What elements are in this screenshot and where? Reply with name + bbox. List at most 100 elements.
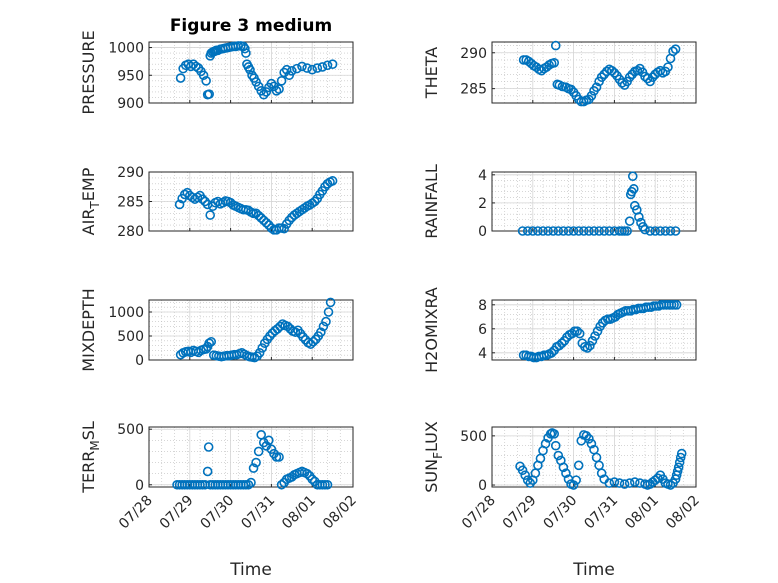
data-point bbox=[197, 194, 208, 204]
data-point bbox=[175, 349, 186, 360]
data-point bbox=[589, 226, 599, 236]
data-point bbox=[522, 475, 533, 485]
data-point bbox=[286, 66, 297, 76]
data-point bbox=[650, 226, 661, 236]
data-point bbox=[585, 340, 595, 351]
data-point bbox=[307, 198, 318, 209]
y-axis-label: THETA bbox=[422, 47, 441, 99]
y-tick-label: 900 bbox=[117, 96, 144, 112]
data-point bbox=[204, 338, 214, 349]
data-point bbox=[308, 336, 319, 347]
y-tick-label: 500 bbox=[117, 422, 144, 438]
data-point bbox=[655, 226, 666, 236]
y-tick-label: 500 bbox=[460, 429, 487, 445]
data-point bbox=[272, 323, 283, 334]
data-point bbox=[546, 347, 557, 358]
y-tick-label: 1000 bbox=[108, 41, 144, 57]
data-point bbox=[527, 226, 538, 236]
data-point bbox=[243, 479, 254, 490]
data-point bbox=[312, 63, 323, 73]
data-point bbox=[251, 457, 261, 468]
x-tick-label-right: 08/01 bbox=[622, 493, 662, 533]
data-point bbox=[548, 226, 559, 236]
data-point bbox=[201, 76, 211, 86]
data-point bbox=[264, 435, 274, 446]
y-tick-label: 285 bbox=[117, 195, 144, 211]
data-point bbox=[321, 316, 331, 327]
x-tick-label-left: 08/01 bbox=[279, 493, 319, 533]
data-point bbox=[327, 176, 338, 186]
data-point bbox=[540, 438, 551, 449]
y-tick-label: 0 bbox=[478, 224, 487, 240]
y-axis-label: TERRMSL bbox=[79, 421, 102, 494]
y-tick-label: 0 bbox=[135, 478, 144, 494]
y-axis-label: PRESSURE bbox=[79, 30, 98, 114]
y-tick-label: 280 bbox=[117, 224, 144, 240]
y-tick-label: 2 bbox=[478, 196, 487, 212]
axes-box bbox=[491, 41, 697, 104]
data-point bbox=[253, 446, 264, 457]
data-point bbox=[660, 226, 671, 236]
data-point bbox=[193, 347, 204, 358]
data-point bbox=[246, 477, 256, 488]
data-point bbox=[640, 224, 650, 235]
data-point bbox=[175, 73, 186, 83]
data-point bbox=[566, 84, 576, 95]
data-point bbox=[198, 70, 209, 81]
data-point bbox=[624, 478, 635, 488]
data-point bbox=[206, 336, 217, 347]
data-point bbox=[642, 73, 653, 84]
subplot-terr-msl: 0 500 TERRMSL 07/28 07/29 07/30 07/31 08/01 08/0… bbox=[79, 421, 360, 532]
y-tick-label: 290 bbox=[460, 46, 487, 62]
data-point bbox=[327, 59, 338, 69]
data-point bbox=[594, 226, 604, 236]
data-point bbox=[592, 326, 603, 337]
data-point bbox=[632, 65, 643, 76]
data-point bbox=[578, 226, 589, 236]
y-tick-label: 290 bbox=[117, 165, 144, 181]
y-axis-label: SUNFLUX bbox=[422, 421, 445, 493]
data-point bbox=[276, 76, 287, 86]
data-point bbox=[274, 452, 284, 462]
data-point bbox=[302, 63, 312, 73]
data-point bbox=[587, 335, 598, 346]
data-point bbox=[281, 64, 292, 75]
data-point bbox=[241, 48, 251, 58]
data-point bbox=[609, 477, 620, 487]
data-point bbox=[614, 478, 625, 488]
data-point bbox=[554, 340, 565, 351]
data-point bbox=[517, 465, 528, 476]
data-point bbox=[525, 478, 536, 488]
data-point bbox=[203, 442, 214, 452]
y-tick-label: 500 bbox=[117, 329, 144, 345]
data-point bbox=[549, 429, 560, 439]
data-point bbox=[561, 468, 571, 479]
y-tick-label: 285 bbox=[460, 82, 487, 98]
y-axis-label: H2OMIXRA bbox=[422, 287, 441, 373]
data-point bbox=[557, 338, 567, 349]
plot-area bbox=[492, 172, 696, 231]
data-point bbox=[586, 91, 597, 101]
data-point bbox=[604, 478, 615, 488]
data-point bbox=[317, 62, 328, 72]
data-point bbox=[318, 321, 329, 332]
data-point bbox=[619, 479, 630, 489]
axes-box bbox=[491, 171, 697, 232]
data-point bbox=[670, 44, 681, 54]
data-point bbox=[245, 64, 255, 75]
subplot-pressure: 900 950 1000 PRESSURE bbox=[79, 30, 354, 115]
data-point bbox=[307, 474, 318, 485]
data-point bbox=[647, 72, 658, 82]
data-point bbox=[624, 72, 635, 82]
axes-box bbox=[491, 299, 697, 361]
x-tick-label-left: 07/29 bbox=[157, 493, 197, 533]
y-axis-label: MIXDEPTH bbox=[79, 288, 98, 371]
data-point bbox=[672, 466, 683, 477]
y-tick-label: 6 bbox=[478, 322, 487, 338]
x-tick-label-left: 07/31 bbox=[238, 493, 278, 533]
data-point bbox=[665, 480, 676, 490]
data-point bbox=[200, 196, 210, 207]
data-point bbox=[279, 223, 289, 234]
data-point bbox=[307, 64, 318, 75]
